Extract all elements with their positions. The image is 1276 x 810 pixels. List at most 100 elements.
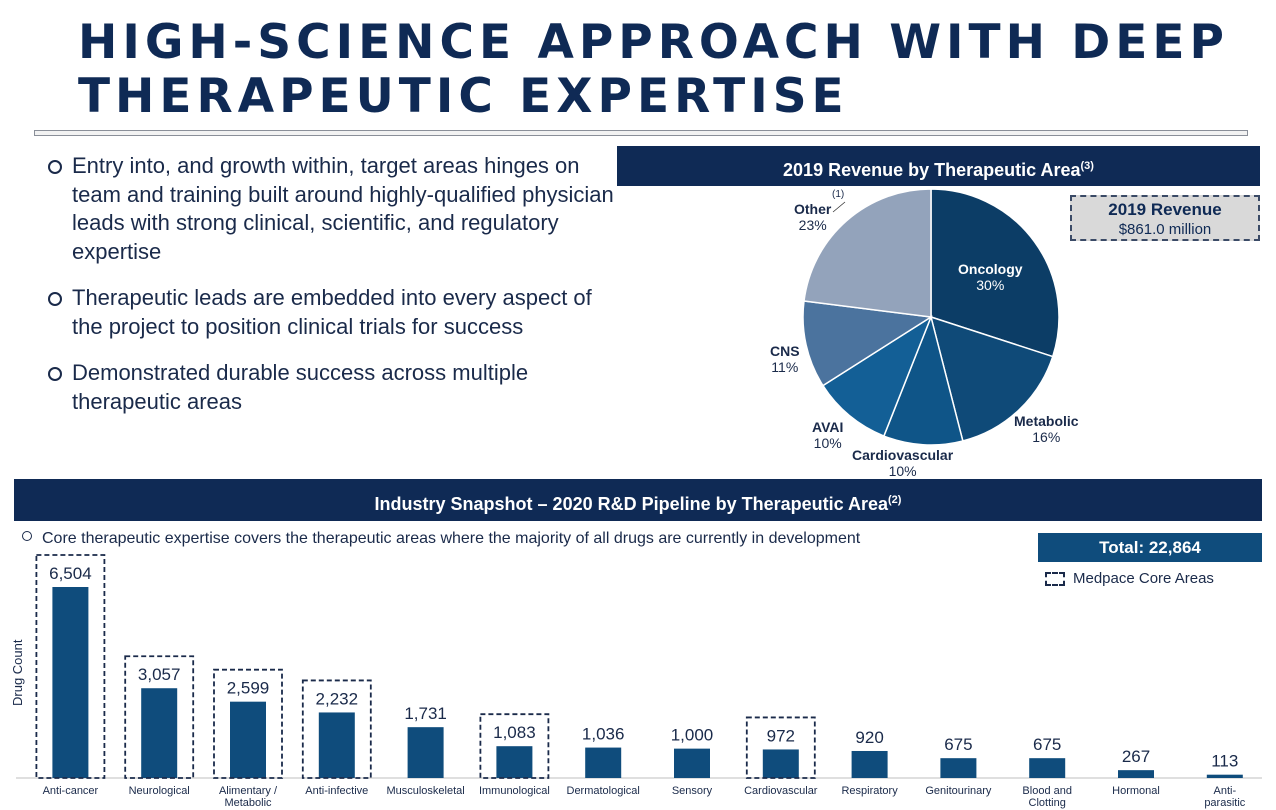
core-note: Core therapeutic expertise covers the th… [22, 530, 860, 548]
x-tick-label: Alimentary / Metabolic [219, 785, 278, 809]
revenue-value: $861.0 million [1118, 221, 1212, 238]
pie-label-metabolic: Metabolic 16% [1014, 413, 1079, 445]
x-tick-label: Anti-parasitic [1204, 785, 1245, 809]
pie-slice-pct: 11% [771, 359, 799, 375]
pie-slice-other [803, 188, 932, 318]
bullet-circle-icon [22, 531, 32, 541]
x-tick-label: Anti-cancer [43, 785, 99, 797]
snapshot-title-text: Industry Snapshot – 2020 R&D Pipeline by… [374, 494, 889, 514]
revenue-title: 2019 Revenue [1108, 200, 1222, 219]
bar-3 [318, 712, 355, 778]
pie-slice-pct: 16% [1032, 429, 1061, 445]
x-tick-label: Cardiovascular [744, 785, 818, 797]
pie-label-other: Other 23% [794, 201, 831, 233]
x-tick-label: Sensory [672, 785, 713, 797]
title-divider [34, 130, 1248, 136]
core-area-highlight [213, 668, 283, 779]
pie-label-avai: AVAI 10% [812, 419, 843, 451]
title-line-1: HIGH-SCIENCE APPROACH WITH DEEP [78, 15, 1229, 70]
bar-11 [1029, 758, 1066, 778]
pie-slice-cns [802, 300, 934, 387]
pie-slice-name: Cardiovascular [852, 447, 954, 463]
bar-value-label: 972 [767, 726, 795, 745]
pie-slice-cardiovascular [882, 314, 964, 446]
x-tick-label: Anti-infective [305, 785, 368, 797]
bullet-circle-icon [48, 367, 62, 381]
bar-2 [230, 701, 266, 778]
bar-0 [52, 587, 89, 778]
pie-title-text: 2019 Revenue by Therapeutic Area [783, 160, 1081, 180]
bullet-circle-icon [48, 292, 62, 306]
bar-value-label: 1,036 [582, 725, 625, 744]
pie-label-cns: CNS 11% [770, 343, 800, 375]
bar-13 [1206, 774, 1243, 778]
bar-value-label: 267 [1122, 747, 1150, 766]
pie-other-leader-line [832, 201, 846, 213]
title-line-2: THERAPEUTIC EXPERTISE [78, 69, 849, 124]
bar-value-label: 675 [944, 735, 972, 754]
x-tick-label: Dermatological [567, 785, 640, 797]
bar-7 [674, 748, 710, 778]
pie-slice-oncology [930, 188, 1060, 358]
bullet-text: Entry into, and growth within, target ar… [72, 153, 614, 264]
legend-label: Medpace Core Areas [1073, 570, 1214, 587]
pie-slice-avai [821, 315, 933, 437]
bullet-text: Therapeutic leads are embedded into ever… [72, 285, 592, 339]
page-title: HIGH-SCIENCE APPROACH WITH DEEP THERAPEU… [78, 16, 1229, 124]
dashed-box-legend-icon [1045, 572, 1065, 586]
bar-value-label: 113 [1211, 752, 1238, 771]
bar-4 [407, 727, 444, 778]
bar-value-label: 1,083 [493, 723, 536, 742]
pie-slice-name: Other [794, 201, 832, 217]
bar-1 [141, 688, 178, 778]
pie-slice-name: CNS [770, 343, 800, 359]
bullet-list: Entry into, and growth within, target ar… [44, 152, 614, 434]
pie-slice-metabolic [929, 315, 1054, 442]
bar-value-label: 1,731 [404, 704, 447, 723]
pie-other-footnote: (1) [832, 189, 845, 200]
bullet-item: Therapeutic leads are embedded into ever… [44, 284, 614, 341]
core-area-highlight [479, 713, 550, 779]
bar-value-label: 6,504 [49, 564, 92, 583]
bar-10 [940, 758, 977, 778]
bar-value-label: 675 [1033, 735, 1061, 754]
core-area-highlight [124, 655, 195, 779]
snapshot-title-footnote: (2) [888, 494, 902, 506]
x-tick-label: Respiratory [841, 785, 898, 797]
bar-value-label: 1,000 [671, 726, 714, 745]
bullet-item: Entry into, and growth within, target ar… [44, 152, 614, 266]
x-tick-label: Neurological [129, 785, 190, 797]
bar-12 [1118, 770, 1154, 778]
revenue-box: 2019 Revenue $861.0 million [1070, 195, 1260, 241]
pie-slice-pct: 10% [813, 435, 842, 451]
bar-6 [585, 747, 622, 778]
total-badge: Total: 22,864 [1038, 533, 1262, 562]
bar-value-label: 2,232 [316, 689, 359, 708]
bar-5 [496, 746, 533, 778]
pie-slice-name: AVAI [812, 419, 844, 435]
bar-8 [762, 749, 799, 778]
pie-slice-name: Oncology [958, 261, 1023, 277]
pie-slice-pct: 10% [888, 463, 917, 479]
bullet-circle-icon [48, 160, 62, 174]
legend: Medpace Core Areas [1045, 570, 1214, 587]
core-area-highlight [745, 716, 816, 779]
bar-9 [851, 750, 888, 778]
core-note-text: Core therapeutic expertise covers the th… [42, 530, 861, 547]
pie-label-cardiovascular: Cardiovascular 10% [852, 447, 953, 479]
bar-value-label: 2,599 [227, 679, 270, 698]
x-tick-label: Blood and Clotting [1022, 785, 1072, 809]
core-area-highlight [301, 679, 372, 779]
x-tick-label: Musculoskeletal [386, 785, 464, 797]
snapshot-banner: Industry Snapshot – 2020 R&D Pipeline by… [14, 479, 1262, 521]
x-tick-label: Hormonal [1112, 785, 1160, 797]
x-tick-label: Immunological [479, 785, 550, 797]
bar-value-label: 3,057 [138, 665, 181, 684]
pie-label-oncology: Oncology 30% [958, 261, 1023, 293]
x-tick-label: Genitourinary [925, 785, 992, 797]
pie-chart-title: 2019 Revenue by Therapeutic Area(3) [617, 146, 1260, 186]
pie-title-footnote: (3) [1080, 160, 1094, 172]
bar-value-label: 920 [855, 728, 883, 747]
